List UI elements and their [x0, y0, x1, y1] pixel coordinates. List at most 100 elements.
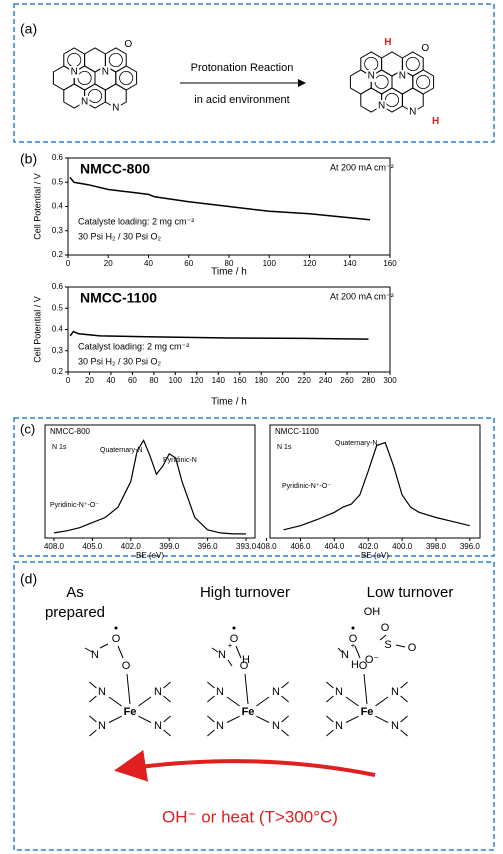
ring [412, 69, 435, 95]
y-tick-label: 0.3 [52, 346, 64, 355]
ligand: N [391, 720, 399, 732]
bond [363, 673, 368, 705]
panel-d-frame [13, 561, 495, 851]
bond [89, 715, 97, 723]
x-tick-label: 402.0 [358, 542, 379, 551]
ligand: N [272, 686, 280, 698]
aromatic-circle [374, 75, 389, 90]
panel-a-frame [13, 3, 495, 143]
heading: High turnover [200, 584, 290, 601]
aromatic-circle [108, 53, 123, 68]
atom-bg [69, 66, 80, 78]
bond [395, 644, 406, 648]
bond [400, 695, 408, 703]
panel-c-frame [13, 417, 495, 557]
bond [354, 645, 361, 659]
x-axis-label: BE (eV) [361, 551, 389, 560]
y-axis-label: Cell Potential / V [32, 173, 42, 240]
atom-bg [397, 70, 408, 82]
bond [256, 715, 270, 723]
bond [207, 681, 215, 689]
x-axis-label: BE (eV) [136, 551, 164, 560]
atom: N [409, 107, 416, 118]
bond [345, 696, 359, 707]
ligand: N [98, 720, 106, 732]
oxygen: O [112, 633, 121, 645]
x-tick-label: 160 [383, 259, 397, 268]
ligand: N [391, 686, 399, 698]
bond [281, 715, 289, 723]
bond [89, 681, 97, 689]
plot-frame [269, 424, 481, 539]
x-tick-label: 404.0 [324, 542, 345, 551]
x-tick-label: 140 [343, 259, 357, 268]
bond [84, 647, 93, 653]
x-tick-label: 260 [340, 376, 354, 385]
data-line [69, 330, 369, 340]
x-tick-label: 80 [149, 376, 158, 385]
atom-bg [382, 36, 393, 49]
ligand: N [272, 720, 280, 732]
group-atom: N [341, 649, 349, 661]
ligand: N [154, 686, 162, 698]
atom: H [432, 116, 439, 127]
aromatic-circle [88, 89, 103, 104]
x-tick-label: 240 [319, 376, 333, 385]
oxygen: O [122, 660, 131, 672]
x-tick-label: 0 [66, 376, 71, 385]
x-tick-label: 100 [169, 376, 183, 385]
red-arrow [114, 749, 376, 782]
metal: Fe [124, 706, 137, 718]
bond [89, 695, 97, 703]
bond [138, 696, 152, 707]
radical-dot [232, 626, 236, 630]
group-atom: O⁻ [365, 654, 380, 666]
bond [400, 715, 408, 723]
x-tick-label: 40 [144, 259, 153, 268]
x-tick-label: 396.0 [460, 542, 481, 551]
chart-title: NMCC-1100 [275, 427, 319, 436]
group-atom: H [242, 654, 250, 666]
aromatic-circle [67, 53, 82, 68]
y-tick-label: 0.6 [52, 282, 64, 291]
annotation: At 200 mA cm⁻² [330, 291, 394, 301]
atom: N [378, 101, 385, 112]
x-tick-label: 396.0 [198, 542, 219, 551]
x-tick-label: 280 [362, 376, 376, 385]
x-tick-label: 393.0 [236, 542, 257, 551]
bond [108, 696, 122, 707]
y-tick-label: 0.4 [52, 202, 64, 211]
y-axis-label: Cell Potential / V [32, 296, 42, 363]
bond [207, 729, 215, 737]
bond [108, 715, 122, 723]
x-tick-label: 402.0 [121, 542, 142, 551]
aromatic-circle [405, 57, 420, 72]
radical-dot [351, 626, 355, 630]
x-tick-label: 408.0 [44, 542, 65, 551]
bond [207, 715, 215, 723]
atom: O [421, 43, 429, 54]
aromatic-circle [416, 75, 431, 90]
oxygen: O [240, 660, 249, 672]
bond [89, 729, 97, 737]
x-tick-label: 399.0 [159, 542, 180, 551]
oxygen: O [359, 660, 368, 672]
atom: O [124, 39, 132, 50]
x-axis-label: Time / h [211, 397, 247, 408]
aromatic-circle [119, 71, 134, 86]
ligand: N [98, 686, 106, 698]
group-atom: OH [364, 606, 381, 618]
heading: prepared [45, 604, 105, 621]
bond [226, 696, 240, 707]
atom-bg [430, 115, 441, 128]
x-tick-label: 100 [263, 259, 277, 268]
annotation: Quaternary-N [100, 447, 142, 454]
y-tick-label: 0.2 [52, 367, 64, 376]
bond [379, 634, 387, 641]
annotation: N 1s [52, 444, 67, 451]
x-tick-label: 405.0 [82, 542, 103, 551]
annotation: Pyridinic-N [163, 457, 197, 464]
ligand: N [216, 720, 224, 732]
bond [281, 695, 289, 703]
data-line [53, 439, 246, 535]
